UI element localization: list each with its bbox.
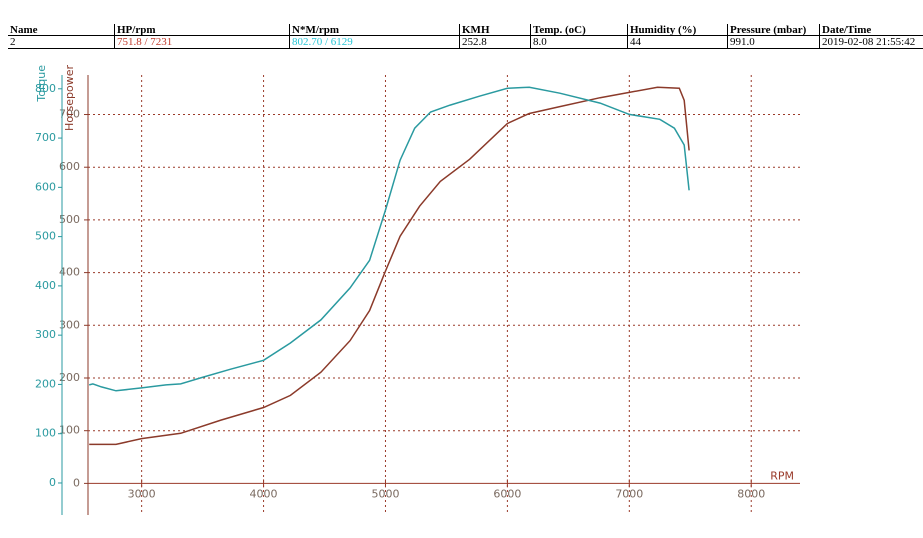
y2-tick-label: 700 [35, 131, 56, 144]
x-axis-label: RPM [770, 469, 794, 482]
x-tick-label: 3000 [128, 487, 156, 500]
table-cell: 2 [10, 36, 16, 48]
y2-tick-label: 300 [35, 328, 56, 341]
y2-tick-label: 600 [35, 180, 56, 193]
column-header: Humidity (%) [630, 24, 697, 36]
y-tick-label: 0 [73, 476, 80, 489]
column-header: Name [10, 24, 38, 36]
column-header: Date/Time [822, 24, 872, 36]
y-tick-label: 400 [59, 266, 80, 279]
y2-tick-label: 100 [35, 427, 56, 440]
series-line [89, 86, 690, 446]
x-tick-label: 6000 [493, 487, 521, 500]
column-separator [819, 24, 820, 49]
y-tick-label: 200 [59, 371, 80, 384]
y2-tick-label: 800 [35, 82, 56, 95]
rule [8, 48, 923, 49]
column-separator [727, 24, 728, 49]
y2-axis-label: Torque [35, 65, 48, 103]
table-cell: 8.0 [533, 36, 547, 48]
column-header: N*M/rpm [292, 24, 340, 36]
table-cell: 751.8 / 7231 [117, 36, 173, 48]
x-tick-label: 7000 [615, 487, 643, 500]
header-table: Name HP/rpm N*M/rpm KMH Temp. (oC) Humidity (… [0, 22, 923, 50]
y-tick-label: 600 [59, 160, 80, 173]
rule [8, 35, 923, 36]
column-separator [627, 24, 628, 49]
x-tick-label: 8000 [737, 487, 765, 500]
y2-tick-label: 200 [35, 377, 56, 390]
table-cell: 802.70 / 6129 [292, 36, 353, 48]
column-separator [530, 24, 531, 49]
column-separator [459, 24, 460, 49]
table-cell: 44 [630, 36, 641, 48]
y-tick-label: 300 [59, 318, 80, 331]
y-tick-label: 500 [59, 213, 80, 226]
column-header: KMH [462, 24, 490, 36]
series-line [89, 86, 690, 392]
y2-tick-label: 400 [35, 279, 56, 292]
x-tick-label: 5000 [371, 487, 399, 500]
column-header: Pressure (mbar) [730, 24, 807, 36]
x-tick-label: 4000 [250, 487, 278, 500]
y-tick-label: 100 [59, 424, 80, 437]
y-tick-label: 700 [59, 108, 80, 121]
y-axis-label: Horsepower [63, 65, 76, 131]
column-separator [114, 24, 115, 49]
column-header: Temp. (oC) [533, 24, 586, 36]
table-cell: 991.0 [730, 36, 755, 48]
table-cell: 252.8 [462, 36, 487, 48]
column-separator [289, 24, 290, 49]
table-cell: 2019-02-08 21:55:42 [822, 36, 916, 48]
y2-tick-label: 0 [49, 476, 56, 489]
y2-tick-label: 500 [35, 230, 56, 243]
column-header: HP/rpm [117, 24, 156, 36]
